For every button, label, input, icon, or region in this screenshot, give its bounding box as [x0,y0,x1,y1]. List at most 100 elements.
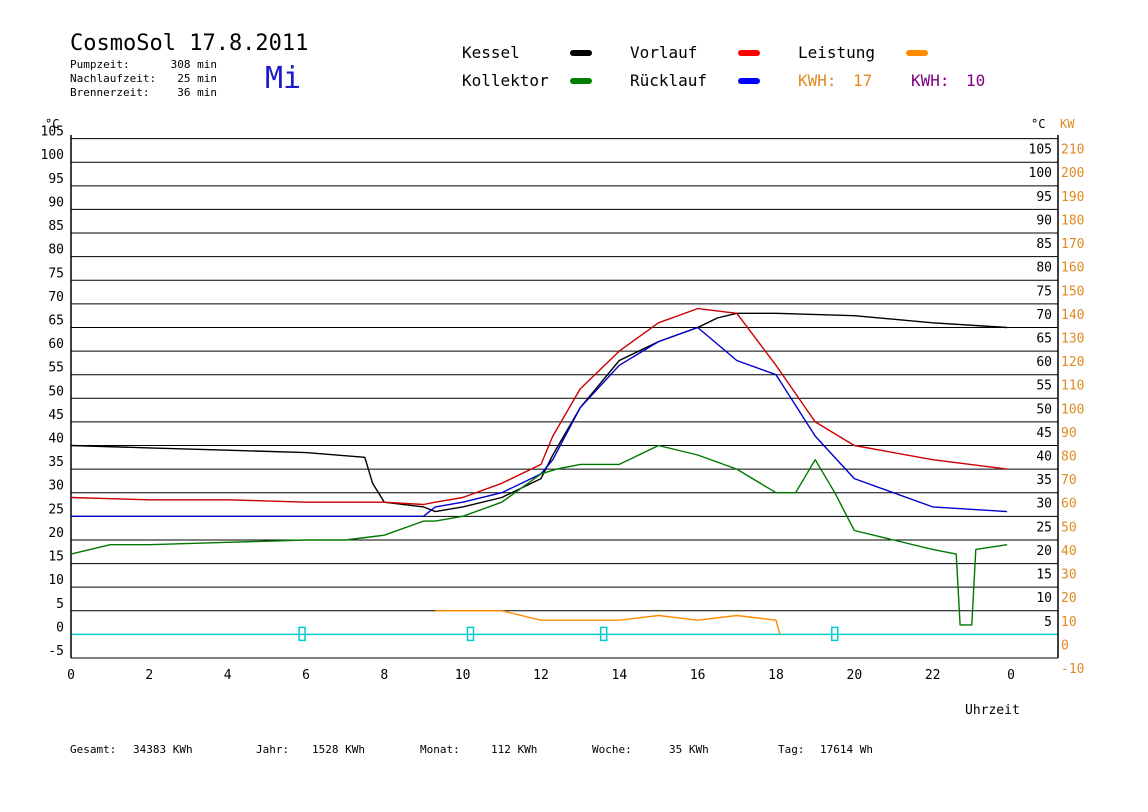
y-tick-left: 35 [48,455,64,470]
kw-tick: 10 [1061,615,1077,630]
stat-value: 25 min [177,72,217,85]
time-marker [466,626,475,642]
footer-value: 17614 Wh [820,743,873,756]
kw-tick: 140 [1061,308,1084,323]
legend-label: Kessel [462,43,520,62]
y-tick-right: 50 [1036,402,1052,417]
time-marker [298,626,306,642]
x-axis-label: Uhrzeit [965,703,1020,718]
x-tick: 18 [768,668,784,683]
kwh-label: KWH: [911,71,950,90]
y-tick-left: 90 [48,195,64,210]
y-tick-left: 40 [48,432,64,447]
y-tick-left: 60 [48,337,64,352]
y-tick-right: 5 [1044,615,1052,630]
series-line-rücklauf [71,326,1008,517]
kw-tick: 190 [1061,190,1084,205]
footer-label: Monat: [420,743,460,756]
stat-label: Nachlaufzeit: [70,72,156,85]
kw-tick: 110 [1061,379,1084,394]
footer-value: 34383 KWh [133,743,193,756]
y-tick-left: 10 [48,573,64,588]
x-tick: 10 [455,668,471,683]
x-tick: 8 [380,668,388,683]
footer-value: 112 KWh [491,743,537,756]
kw-tick: 120 [1061,355,1084,370]
kw-tick: 210 [1061,143,1084,158]
kw-tick: 90 [1061,426,1077,441]
kw-tick: 40 [1061,544,1077,559]
y-tick-right: 105 [1029,143,1052,158]
chart-title: CosmoSol 17.8.2011 [70,31,308,56]
y-tick-right: 45 [1036,426,1052,441]
y-tick-right: 100 [1029,166,1052,181]
kw-tick: 130 [1061,331,1084,346]
footer-label: Gesamt: [70,743,116,756]
kw-tick: 180 [1061,213,1084,228]
y-tick-left: 25 [48,502,64,517]
kw-tick: 160 [1061,261,1084,276]
x-tick: 12 [533,668,549,683]
x-tick: 14 [612,668,628,683]
footer-value: 35 KWh [669,743,709,756]
y-tick-left: 70 [48,290,64,305]
time-marker [831,626,839,642]
y-tick-right: 65 [1036,331,1052,346]
left-unit: °C [45,117,59,131]
kw-tick: 150 [1061,284,1084,299]
stat-value: 36 min [177,86,217,99]
kw-tick: 50 [1061,520,1077,535]
y-tick-left: 50 [48,384,64,399]
x-tick: 6 [302,668,310,683]
y-tick-left: 45 [48,408,64,423]
series-line-kollektor [70,444,1008,626]
day-label: Mi [265,61,301,96]
kw-tick: 170 [1061,237,1084,252]
y-tick-left: 30 [48,479,64,494]
y-tick-left: 105 [41,125,64,140]
kw-tick: 20 [1061,591,1077,606]
stats-block: Pumpzeit: 308 min Nachlaufzeit: 25 min Brenn… [70,58,217,99]
chart-axes: °C °C KW-505101520253035404550556065707580… [41,117,1085,718]
x-tick: 22 [925,668,941,683]
y-tick-left: 95 [48,172,64,187]
kw-tick: -10 [1061,662,1084,677]
kw-tick: 60 [1061,497,1077,512]
x-tick: 0 [1007,668,1015,683]
time-marker [599,626,608,642]
legend-label: Rücklauf [630,71,707,90]
y-tick-right: 85 [1036,237,1052,252]
kwh-value: 10 [966,71,985,90]
footer-label: Woche: [592,743,632,756]
y-tick-left: 85 [48,219,64,234]
y-tick-left: 65 [48,313,64,328]
y-tick-left: 15 [48,550,64,565]
kw-unit: KW [1060,117,1075,131]
x-tick: 20 [847,668,863,683]
footer-label: Tag: [778,743,805,756]
y-tick-right: 25 [1036,520,1052,535]
x-tick: 0 [67,668,75,683]
footer-label: Jahr: [256,743,289,756]
y-tick-right: 35 [1036,473,1052,488]
y-tick-right: 80 [1036,261,1052,276]
y-tick-right: 20 [1036,544,1052,559]
y-tick-right: 10 [1036,591,1052,606]
series-line-kessel [70,312,1008,513]
y-tick-left: 5 [56,597,64,612]
header: CosmoSol 17.8.2011 Mi Pumpzeit: 308 min Na… [70,31,308,99]
y-tick-left: 0 [56,620,64,635]
legend-label: Vorlauf [630,43,697,62]
legend: Kessel Vorlauf Leistung Kollektor Rücklauf KW… [462,43,985,90]
kw-tick: 200 [1061,166,1084,181]
stat-label: Brennerzeit: [70,86,149,99]
y-tick-left: 20 [48,526,64,541]
kwh-value: 17 [853,71,872,90]
y-tick-right: 95 [1036,190,1052,205]
series-line-leistung [435,610,781,635]
y-tick-right: 75 [1036,284,1052,299]
kw-tick: 100 [1061,402,1084,417]
y-tick-right: 90 [1036,213,1052,228]
kw-tick: 30 [1061,568,1077,583]
y-tick-left: 75 [48,266,64,281]
